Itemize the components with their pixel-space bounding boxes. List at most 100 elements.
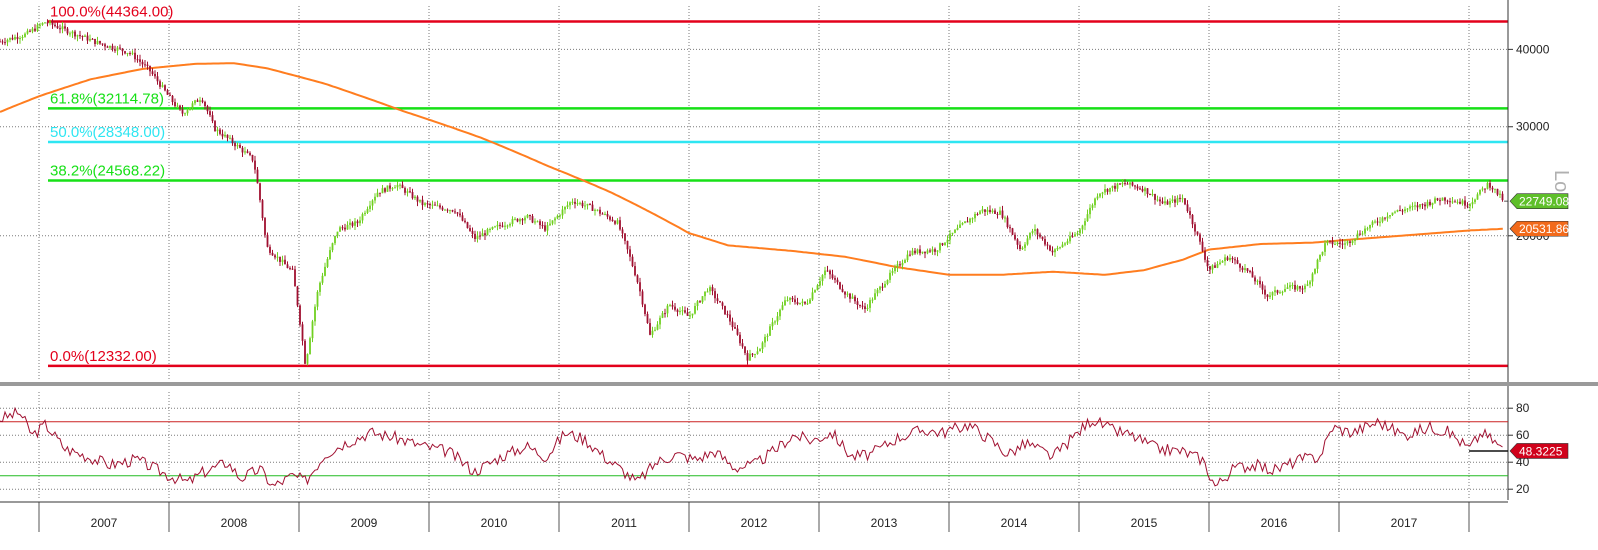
candle-body: [336, 231, 339, 236]
candle-body: [1304, 285, 1306, 290]
rsi-line: [0, 406, 1503, 487]
candle-body: [421, 199, 424, 206]
candle-body: [979, 211, 981, 215]
candle-body: [1156, 199, 1159, 201]
candle-body: [1461, 200, 1464, 204]
candle-body: [1339, 242, 1341, 244]
candle-body: [1046, 244, 1049, 246]
candle-body: [691, 313, 694, 316]
candle-body: [1409, 206, 1411, 209]
candle-body: [616, 220, 619, 224]
candle-body: [211, 115, 214, 122]
candle-body: [289, 268, 291, 270]
candle-body: [1081, 225, 1084, 230]
candle-body: [1344, 243, 1346, 245]
candle-body: [436, 205, 439, 207]
candle-body: [1246, 268, 1249, 271]
candle-body: [779, 309, 781, 317]
candle-body: [24, 33, 26, 37]
candle-body: [451, 210, 454, 212]
candle-body: [589, 203, 591, 205]
candle-body: [599, 209, 601, 214]
fib-level-label: 61.8%(32114.78): [50, 90, 164, 107]
candle-body: [854, 296, 856, 302]
candle-body: [556, 215, 559, 219]
candle-body: [264, 218, 266, 235]
candle-body: [1486, 182, 1489, 189]
candle-body: [224, 134, 226, 137]
candle-body: [681, 310, 684, 312]
candle-body: [1029, 232, 1031, 239]
candle-body: [954, 229, 956, 233]
candle-body: [541, 225, 544, 227]
candle-body: [71, 31, 74, 34]
candle-body: [126, 53, 129, 55]
candle-body: [134, 52, 136, 60]
candle-body: [389, 185, 391, 189]
candle-body: [696, 301, 699, 306]
candle-body: [511, 218, 514, 225]
candle-body: [1021, 247, 1024, 250]
candle-body: [456, 212, 459, 214]
candle-body: [69, 33, 71, 35]
candle-body: [736, 328, 739, 335]
candle-body: [1301, 288, 1304, 290]
candle-body: [271, 252, 274, 256]
candle-body: [1496, 188, 1499, 195]
candle-body: [946, 239, 949, 243]
candle-body: [1154, 194, 1156, 200]
candle-body: [844, 291, 846, 295]
candle-body: [311, 321, 314, 339]
candle-body: [1194, 224, 1196, 232]
candle-body: [906, 254, 909, 261]
candle-body: [179, 105, 181, 110]
candle-body: [689, 315, 691, 317]
candle-body: [934, 249, 936, 252]
candle-body: [1126, 183, 1129, 185]
candle-body: [154, 73, 156, 77]
candle-body: [454, 211, 456, 213]
candle-body: [679, 311, 681, 313]
candle-body: [171, 95, 174, 103]
candle-body: [406, 191, 409, 193]
candle-body: [1219, 262, 1221, 265]
candle-body: [726, 314, 729, 316]
candle-body: [91, 38, 94, 40]
candle-body: [966, 221, 969, 223]
candle-body: [981, 209, 984, 212]
candle-body: [1484, 188, 1486, 190]
candle-body: [989, 209, 991, 212]
candle-body: [341, 227, 344, 229]
candle-body: [644, 304, 646, 314]
candle-body: [611, 219, 614, 222]
candle-body: [1316, 259, 1319, 269]
candle-body: [766, 335, 769, 337]
candle-body: [876, 289, 879, 294]
x-tick-label: 2007: [91, 516, 118, 530]
candle-body: [49, 21, 51, 24]
candle-body: [1334, 243, 1336, 245]
candle-body: [156, 76, 159, 82]
candle-body: [359, 220, 361, 224]
candle-body: [256, 169, 259, 184]
moving-average-badge-label: 20531.86: [1519, 222, 1569, 236]
candle-body: [1104, 189, 1106, 193]
candle-body: [911, 250, 914, 256]
candle-body: [566, 205, 569, 207]
candle-body: [64, 26, 66, 29]
candle-body: [851, 296, 854, 299]
candle-body: [1264, 289, 1266, 295]
candle-body: [1084, 221, 1086, 226]
candle-body: [1469, 204, 1471, 207]
candle-body: [986, 209, 989, 212]
candle-body: [1059, 247, 1061, 249]
candle-body: [176, 105, 179, 107]
rsi-y-tick-label: 20: [1516, 482, 1530, 496]
candle-body: [809, 299, 811, 304]
candle-body: [339, 227, 341, 232]
candle-body: [1186, 204, 1189, 212]
candle-body: [539, 221, 541, 226]
candle-body: [874, 293, 876, 300]
candle-body: [754, 354, 756, 356]
